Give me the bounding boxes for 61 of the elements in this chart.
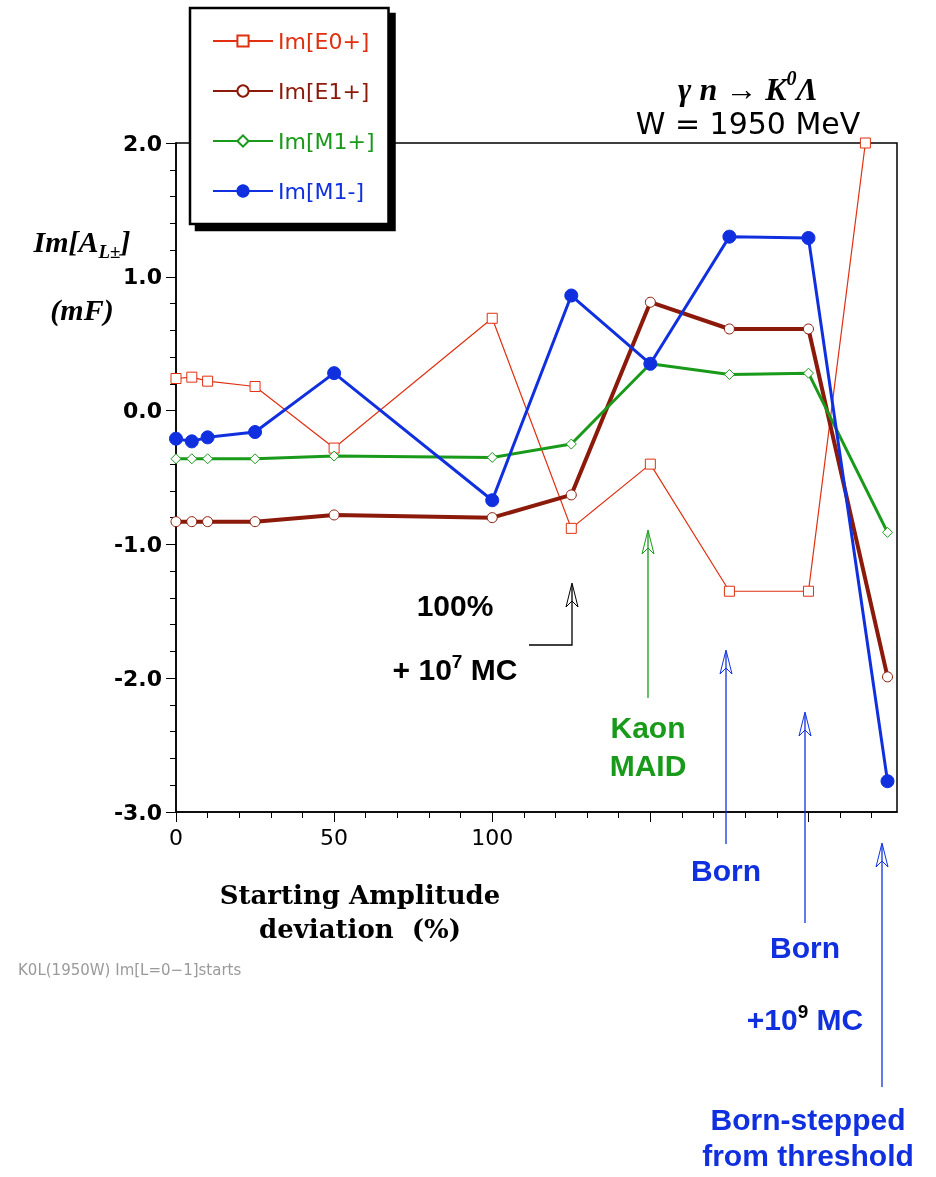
text: K0L(1950W) Im[L=0−1]starts: [18, 960, 242, 979]
point: [202, 375, 214, 387]
point: [202, 516, 214, 528]
annotation: Kaon MAID: [609, 710, 687, 782]
point: [565, 522, 577, 534]
point: [249, 453, 261, 465]
point: [802, 585, 814, 597]
point: [186, 516, 198, 528]
legend-label: Im[M1-]: [278, 178, 365, 204]
point: [882, 526, 894, 538]
point: [248, 425, 263, 439]
point: [327, 366, 342, 381]
point: [565, 438, 577, 450]
point: [723, 323, 735, 335]
y-tick-label: -2.0: [113, 665, 162, 691]
point: [328, 450, 340, 462]
point: [485, 493, 500, 508]
point: [880, 774, 895, 789]
point: [723, 368, 735, 380]
y-tick-label: 0.0: [123, 398, 162, 424]
point: [186, 453, 198, 465]
point: [328, 509, 340, 521]
point: [802, 323, 814, 335]
point: [186, 371, 198, 383]
text: Born: [691, 853, 761, 887]
point: [170, 453, 182, 465]
point: [486, 312, 498, 324]
point: [644, 296, 656, 308]
point: [169, 431, 183, 446]
y-tick-label: -3.0: [113, 799, 162, 825]
point: [328, 442, 340, 454]
point: [802, 367, 814, 379]
text: Born-stepped from threshold: [702, 1102, 914, 1172]
point: [882, 671, 894, 683]
point: [722, 229, 737, 244]
legend-label: Im[M1+]: [278, 128, 375, 154]
point: [249, 381, 261, 393]
point: [486, 512, 498, 524]
point: [644, 458, 656, 470]
y-tick-label: 2.0: [123, 130, 162, 156]
x-tick-label: 100: [471, 824, 514, 850]
point: [801, 231, 816, 245]
legend-label: Im[E0+]: [278, 28, 370, 54]
point: [723, 585, 735, 597]
point: [200, 430, 215, 445]
point: [564, 288, 579, 303]
y-tick-label: -1.0: [113, 531, 162, 557]
point: [859, 137, 871, 149]
point: [249, 516, 261, 528]
legend-label: Im[E1+]: [278, 78, 370, 104]
chart-subtitle: W = 1950 MeV: [635, 106, 861, 141]
x-tick-label: 50: [320, 824, 349, 850]
y-tick-label: 1.0: [123, 264, 162, 290]
point: [486, 451, 498, 463]
point: [202, 453, 214, 465]
x-tick-label: 0: [169, 824, 183, 850]
point: [170, 516, 182, 528]
point: [184, 434, 199, 449]
x-axis-title: Starting Amplitude deviation (%): [219, 879, 501, 944]
point: [565, 489, 577, 501]
point: [170, 372, 182, 384]
